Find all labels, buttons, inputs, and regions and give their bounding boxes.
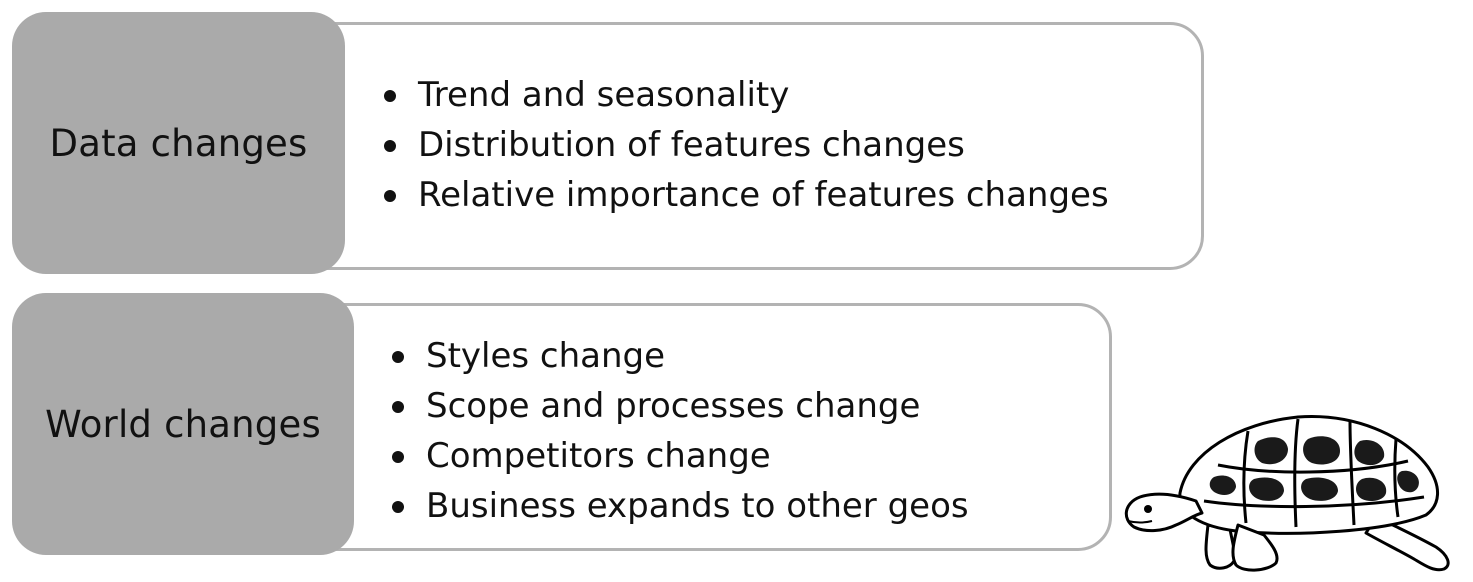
turtle-icon: [1124, 415, 1450, 572]
list-item: Styles change: [388, 331, 969, 381]
list-item: Business expands to other geos: [388, 481, 969, 531]
data-changes-label: Data changes: [12, 12, 345, 274]
data-changes-group: Data changes Trend and seasonality Distr…: [12, 12, 1204, 274]
list-item: Distribution of features changes: [380, 120, 1109, 170]
data-changes-list: Trend and seasonality Distribution of fe…: [380, 70, 1109, 220]
world-changes-group: World changes Styles change Scope and pr…: [12, 293, 1112, 555]
world-changes-label: World changes: [12, 293, 354, 555]
list-item: Scope and processes change: [388, 381, 969, 431]
world-changes-bullet-box: [312, 303, 1112, 551]
list-item: Competitors change: [388, 431, 969, 481]
list-item: Trend and seasonality: [380, 70, 1109, 120]
world-changes-list: Styles change Scope and processes change…: [388, 331, 969, 531]
list-item: Relative importance of features changes: [380, 170, 1109, 220]
data-changes-bullet-box: [312, 22, 1204, 270]
